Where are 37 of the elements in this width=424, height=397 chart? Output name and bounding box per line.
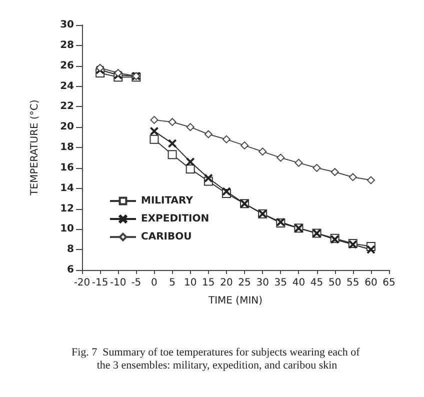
y-axis-title: TEMPERATURE (°C): [30, 100, 40, 196]
legend-label: MILITARY: [141, 196, 194, 206]
y-tick-label: 16: [60, 162, 74, 174]
x-tick-label: -15: [92, 278, 108, 288]
legend-label: CARIBOU: [141, 232, 192, 242]
x-tick-label: 20: [220, 278, 233, 288]
y-tick-label: 20: [60, 122, 74, 133]
x-tick-label: 65: [382, 278, 396, 288]
y-tick-label: 10: [60, 224, 74, 235]
legend-label: EXPEDITION: [141, 214, 210, 224]
x-tick-label: 10: [184, 278, 197, 288]
y-tick-label: 14: [60, 182, 74, 194]
x-tick-label: -5: [131, 278, 142, 288]
x-tick-label: 30: [256, 278, 269, 288]
y-tick-label: 22: [60, 101, 74, 112]
x-tick-label: -20: [74, 278, 90, 288]
y-tick-label: 6: [67, 264, 74, 276]
x-tick-label: 25: [238, 278, 251, 288]
y-tick-label: 8: [67, 244, 74, 256]
y-tick-label: 30: [60, 20, 74, 30]
x-tick-label: -10: [110, 278, 126, 288]
y-tick-label: 12: [60, 203, 74, 214]
y-tick-label: 26: [60, 60, 74, 72]
x-tick-label: 15: [202, 278, 215, 288]
x-tick-label: 0: [151, 278, 158, 288]
x-tick-label: 40: [292, 278, 306, 288]
x-tick-label: 35: [274, 278, 288, 288]
x-axis-title: TIME (MIN): [207, 296, 263, 306]
x-tick-label: 50: [328, 278, 342, 288]
x-tick-label: 5: [169, 278, 176, 288]
x-tick-label: 55: [346, 278, 360, 288]
x-tick-label: 45: [310, 278, 324, 288]
y-tick-label: 18: [60, 142, 74, 153]
y-tick-label: 24: [60, 80, 74, 92]
text: Fig. 7 Summary of toe temperatures for subjects wearing each of the 3 ensembles: military, expedition, and caribou skin: [71, 346, 363, 372]
y-tick-label: 28: [60, 40, 74, 51]
x-tick-label: 60: [364, 278, 378, 288]
